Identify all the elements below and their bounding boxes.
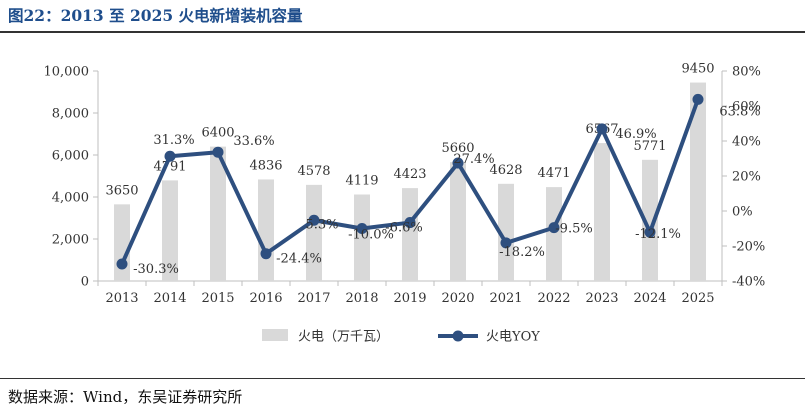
bar	[642, 159, 658, 281]
yoy-point	[116, 258, 128, 270]
x-tick-label: 2018	[345, 291, 378, 306]
yoy-data-label: 5.3%	[305, 217, 338, 232]
bar	[498, 183, 514, 281]
y-left-tick-label: 0	[81, 275, 89, 290]
chart-svg: 0 2,000 4,000 6,000 8,000 10,000 -40% -20% 0% 20%…	[44, 62, 766, 345]
bar-data-label: 3650	[105, 183, 138, 198]
y-left-tick-label: 8,000	[52, 107, 89, 122]
yoy-data-label: 46.9%	[615, 127, 656, 142]
bar	[162, 180, 178, 281]
yoy-data-label: -30.3%	[133, 262, 179, 277]
x-tick-label: 2022	[537, 291, 570, 306]
bottom-rule	[0, 378, 805, 379]
legend-line-label: 火电YOY	[486, 330, 540, 345]
bar	[690, 82, 706, 281]
bar	[594, 143, 610, 281]
bar-data-label: 4836	[249, 158, 282, 173]
y-right-tick-label: 60%	[732, 100, 761, 115]
yoy-point	[548, 222, 560, 234]
yoy-data-label: -10.0%	[348, 228, 394, 243]
bar	[354, 194, 370, 281]
x-tick-label: 2014	[153, 291, 186, 306]
chart-title: 图22：2013 至 2025 火电新增装机容量	[8, 6, 303, 25]
y-left-tick-label: 2,000	[52, 233, 89, 248]
bar	[546, 187, 562, 281]
bar	[306, 184, 322, 281]
yoy-point	[356, 223, 368, 234]
bar-data-label: 5771	[633, 139, 666, 154]
yoy-data-label: -12.1%	[635, 227, 681, 242]
yoy-point	[308, 214, 320, 226]
x-tick-label: 2013	[105, 291, 138, 306]
top-rule	[0, 31, 805, 33]
bar-data-label: 4119	[345, 174, 378, 189]
yoy-data-label: 33.6%	[233, 134, 274, 149]
bar-data-label: 9450	[681, 62, 714, 77]
yoy-point	[164, 150, 176, 162]
bar	[402, 188, 418, 281]
legend-bar-label: 火电（万千瓦）	[298, 330, 389, 345]
yoy-point	[452, 157, 464, 169]
bar-data-label: 4628	[489, 163, 522, 178]
bar	[258, 179, 274, 281]
x-tick-label: 2015	[201, 291, 234, 306]
yoy-point	[260, 248, 272, 260]
source-note: 数据来源：Wind，东吴证券研究所	[8, 388, 243, 406]
yoy-data-label: -24.4%	[276, 252, 322, 267]
yoy-data-label: 31.3%	[153, 133, 194, 148]
bar	[450, 162, 466, 281]
x-tick-label: 2019	[393, 291, 426, 306]
y-right-tick-label: 80%	[732, 65, 761, 80]
bar-data-label: 4423	[393, 167, 426, 182]
bar-data-label: 4471	[537, 166, 570, 181]
y-right-tick-label: 0%	[732, 205, 753, 220]
y-right-tick-label: 40%	[732, 135, 761, 150]
x-tick-label: 2020	[441, 291, 474, 306]
x-tick-label: 2021	[489, 291, 522, 306]
yoy-data-label: -18.2%	[499, 245, 545, 260]
yoy-data-label: 63.8%	[719, 104, 760, 119]
yoy-data-label: -6.6%	[385, 221, 422, 236]
bar	[210, 146, 226, 281]
x-tick-label: 2023	[585, 291, 618, 306]
y-right-tick-label: 20%	[732, 170, 761, 185]
yoy-point	[404, 217, 416, 229]
x-tick-label: 2016	[249, 291, 282, 306]
x-tick-label: 2024	[633, 291, 666, 306]
x-tick-label: 2025	[681, 291, 714, 306]
yoy-point	[692, 93, 704, 105]
y-left-tick-label: 4,000	[52, 191, 89, 206]
bar-data-label: 5660	[441, 141, 474, 156]
yoy-point	[212, 146, 224, 158]
yoy-data-label: -9.5%	[555, 222, 592, 237]
y-right-tick-label: -40%	[732, 275, 765, 290]
legend-bar-swatch	[262, 329, 288, 341]
yoy-data-label: 27.4%	[453, 152, 494, 167]
y-left-tick-label: 6,000	[52, 149, 89, 164]
legend-line-marker	[452, 330, 464, 342]
yoy-point	[596, 123, 608, 135]
yoy-point	[644, 226, 656, 238]
yoy-point	[500, 237, 512, 249]
y-right-tick-label: -20%	[732, 240, 765, 255]
bar-data-label: 6400	[201, 126, 234, 141]
y-left-tick-label: 10,000	[44, 65, 90, 80]
x-tick-label: 2017	[297, 291, 330, 306]
bar-data-label: 4578	[297, 164, 330, 179]
